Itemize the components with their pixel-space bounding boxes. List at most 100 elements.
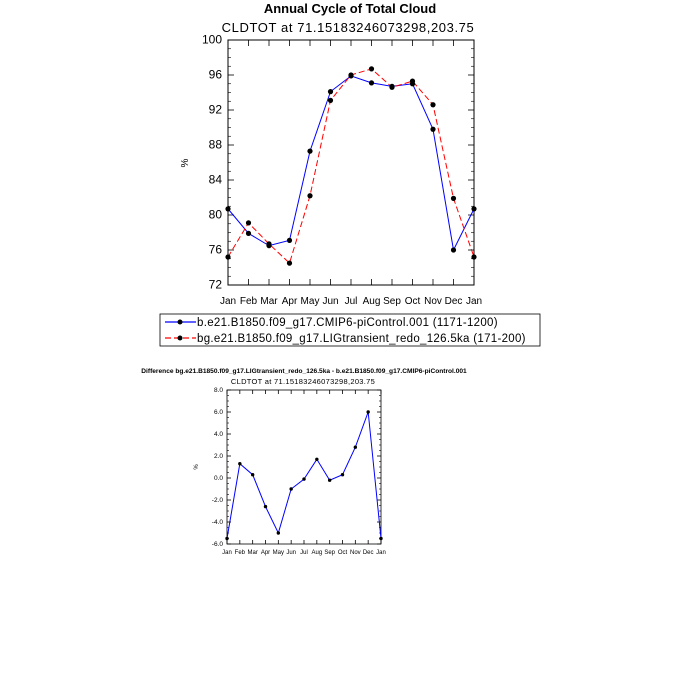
series-1-point xyxy=(289,487,293,491)
chart2-ylabel: % xyxy=(194,464,200,470)
series-2-point xyxy=(471,254,477,260)
series-2-point xyxy=(307,193,313,199)
y-tick-label: 92 xyxy=(209,103,223,117)
x-tick-label: Mar xyxy=(247,550,257,556)
y-tick-label: 80 xyxy=(209,208,223,222)
y-tick-label: -6.0 xyxy=(212,541,224,548)
x-tick-label: Feb xyxy=(240,296,258,307)
y-tick-label: 84 xyxy=(209,173,223,187)
series-1-point xyxy=(225,206,231,212)
x-tick-label: Aug xyxy=(311,550,322,556)
series-2-point xyxy=(409,78,416,84)
series-2-point xyxy=(245,220,252,226)
chart1-x-axis: Jan Feb Mar Apr May Jun Jul Aug Sep Oct Nov Dec Jan xyxy=(220,40,482,307)
series-1-point xyxy=(430,126,436,132)
chart2-y-axis: -6.0 -4.0 -2.0 0.0 2.0 4.0 6.0 8.0 xyxy=(212,387,381,548)
y-tick-label: 76 xyxy=(209,243,223,257)
series-1-point xyxy=(327,89,334,95)
y-tick-label: 6.0 xyxy=(214,409,223,416)
series-2-point xyxy=(450,195,457,201)
chart1-legend-box xyxy=(159,313,541,347)
series-1-point xyxy=(286,237,293,243)
series-2-line xyxy=(227,68,475,265)
series-1-point xyxy=(471,206,477,212)
y-tick-label: 4.0 xyxy=(214,431,223,438)
series-1-point xyxy=(245,230,252,236)
x-tick-label: Mar xyxy=(260,296,278,307)
y-tick-label: 72 xyxy=(209,278,223,292)
series-1-point xyxy=(450,247,457,253)
series-1-point xyxy=(327,478,332,482)
series-1-point xyxy=(368,80,375,86)
series-2-point xyxy=(430,102,436,108)
x-tick-label: Apr xyxy=(261,550,270,556)
chart1-title: Annual Cycle of Total Cloud xyxy=(264,1,436,16)
legend-marker-series-2 xyxy=(177,335,183,341)
x-tick-label: Dec xyxy=(363,550,374,556)
chart1-ylabel: % xyxy=(180,158,191,167)
series-1-point xyxy=(276,531,281,535)
x-tick-label: Dec xyxy=(445,296,463,307)
chart1-y-axis: 72 76 80 84 88 92 96 100 xyxy=(202,33,474,292)
x-tick-label: Aug xyxy=(363,296,381,307)
series-1-point xyxy=(263,504,268,509)
series-1-point xyxy=(307,148,313,154)
legend-marker-series-1 xyxy=(177,319,183,325)
x-tick-label: Feb xyxy=(235,550,246,556)
y-tick-label: 88 xyxy=(209,138,223,152)
x-tick-label: Jan xyxy=(222,550,232,556)
annual-cycle-chart: Annual Cycle of Total Cloud CLDTOT at 71… xyxy=(159,1,541,347)
series-2-point xyxy=(368,66,375,72)
x-tick-label: May xyxy=(273,550,284,556)
chart2-series-group xyxy=(225,410,383,541)
series-1-point xyxy=(302,477,306,481)
series-1-point xyxy=(379,536,383,541)
series-2-point xyxy=(348,72,354,78)
series-1-point xyxy=(366,410,370,414)
x-tick-label: Sep xyxy=(383,296,401,307)
series-2-point xyxy=(286,260,293,266)
x-tick-label: Apr xyxy=(282,296,298,307)
series-1-point xyxy=(340,473,345,477)
x-tick-label: Sep xyxy=(324,550,335,556)
x-tick-label: Jan xyxy=(220,296,236,307)
x-tick-label: Nov xyxy=(350,550,361,556)
x-tick-label: Oct xyxy=(405,296,421,307)
x-tick-label: Jun xyxy=(322,296,338,307)
x-tick-label: May xyxy=(301,296,320,307)
series-1-point xyxy=(225,536,229,541)
chart2-plot-frame xyxy=(226,389,382,545)
y-tick-label: -4.0 xyxy=(212,519,224,526)
series-2-point xyxy=(225,254,231,260)
x-tick-label: Jun xyxy=(286,550,296,556)
chart2-x-axis: Jan Feb Mar Apr May Jun Jul Aug Sep Oct Nov Dec Jan xyxy=(222,390,386,556)
series-2-point xyxy=(327,97,334,103)
y-tick-label: 96 xyxy=(209,68,223,82)
x-tick-label: Oct xyxy=(338,550,348,556)
legend-label-series-2: bg.e21.B1850.f09_g17.LIGtransient_redo_1… xyxy=(197,333,526,345)
y-tick-label: 8.0 xyxy=(214,387,223,394)
y-tick-label: -2.0 xyxy=(212,497,224,504)
series-1-point xyxy=(315,457,319,461)
x-tick-label: Nov xyxy=(424,296,442,307)
x-tick-label: Jan xyxy=(376,550,386,556)
x-tick-label: Jan xyxy=(466,296,482,307)
difference-chart: Difference bg.e21.B1850.f09_g17.LIGtrans… xyxy=(141,368,467,556)
chart2-subtitle: CLDTOT at 71.15183246073298,203.75 xyxy=(231,377,375,386)
legend-label-series-1: b.e21.B1850.f09_g17.CMIP6-piControl.001 … xyxy=(197,317,498,329)
y-tick-label: 2.0 xyxy=(214,453,223,460)
series-1-line xyxy=(227,75,475,252)
y-tick-label: 0.0 xyxy=(214,475,223,482)
x-tick-label: Jul xyxy=(300,550,308,556)
series-1-point xyxy=(353,445,358,449)
y-tick-label: 100 xyxy=(202,33,222,47)
chart1-subtitle: CLDTOT at 71.15183246073298,203.75 xyxy=(222,20,475,35)
chart2-title: Difference bg.e21.B1850.f09_g17.LIGtrans… xyxy=(141,368,467,375)
series-2-point xyxy=(389,84,395,90)
series-1-point xyxy=(250,473,255,477)
series-2-point xyxy=(266,241,272,247)
series-1-line xyxy=(226,411,382,539)
series-1-point xyxy=(238,462,242,466)
x-tick-label: Jul xyxy=(345,296,358,307)
